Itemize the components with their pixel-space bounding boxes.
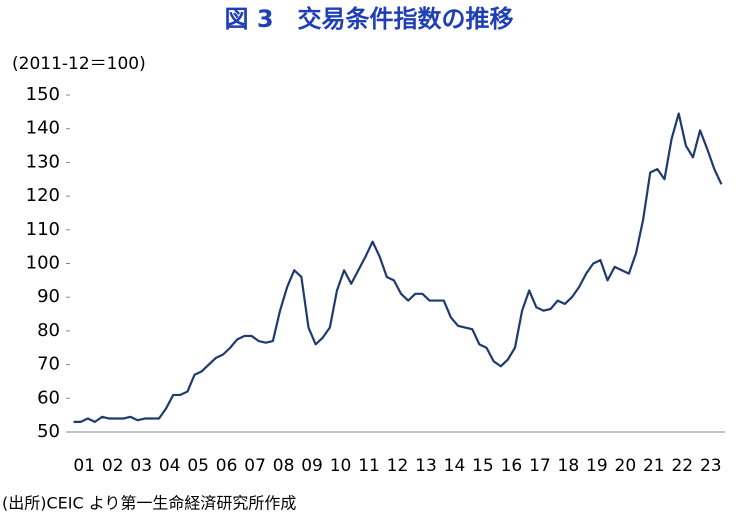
- x-tick-label: 23: [700, 456, 722, 476]
- y-tick-label: 90: [37, 286, 60, 307]
- x-tick-label: 04: [159, 456, 181, 476]
- x-tick-label: 06: [216, 456, 238, 476]
- x-tick-label: 07: [244, 456, 266, 476]
- x-tick-label: 01: [73, 456, 95, 476]
- data-line: [73, 112, 723, 423]
- x-tick-label: 19: [586, 456, 608, 476]
- x-tick-label: 05: [187, 456, 209, 476]
- y-tick-label: 120: [26, 185, 60, 206]
- x-tick-label: 13: [415, 456, 437, 476]
- x-tick-label: 12: [387, 456, 409, 476]
- x-tick-label: 08: [273, 456, 295, 476]
- x-tick-label: 03: [130, 456, 152, 476]
- x-tick-label: 21: [643, 456, 665, 476]
- x-tick-label: 16: [501, 456, 523, 476]
- unit-label: (2011-12＝100): [12, 54, 146, 74]
- y-tick-label: 100: [26, 253, 60, 274]
- chart-title: 図 3 交易条件指数の推移: [224, 5, 513, 33]
- x-tick-label: 10: [330, 456, 352, 476]
- y-tick-label: 130: [26, 151, 60, 172]
- x-tick-label: 14: [444, 456, 466, 476]
- x-tick-label: 20: [615, 456, 637, 476]
- x-tick-label: 15: [472, 456, 494, 476]
- source-note: (出所)CEIC より第一生命経済研究所作成: [2, 494, 296, 513]
- y-tick-label: 70: [37, 354, 60, 375]
- x-tick-label: 18: [558, 456, 580, 476]
- y-tick-label: 60: [37, 387, 60, 408]
- x-tick-label: 22: [671, 456, 693, 476]
- y-tick-label: 150: [26, 84, 60, 105]
- x-tick-label: 09: [301, 456, 323, 476]
- y-tick-label: 140: [26, 118, 60, 139]
- x-tick-label: 02: [102, 456, 124, 476]
- y-tick-label: 110: [26, 219, 60, 240]
- x-tick-label: 11: [358, 456, 380, 476]
- y-tick-label: 50: [37, 421, 60, 442]
- y-tick-label: 80: [37, 320, 60, 341]
- x-tick-label: 17: [529, 456, 551, 476]
